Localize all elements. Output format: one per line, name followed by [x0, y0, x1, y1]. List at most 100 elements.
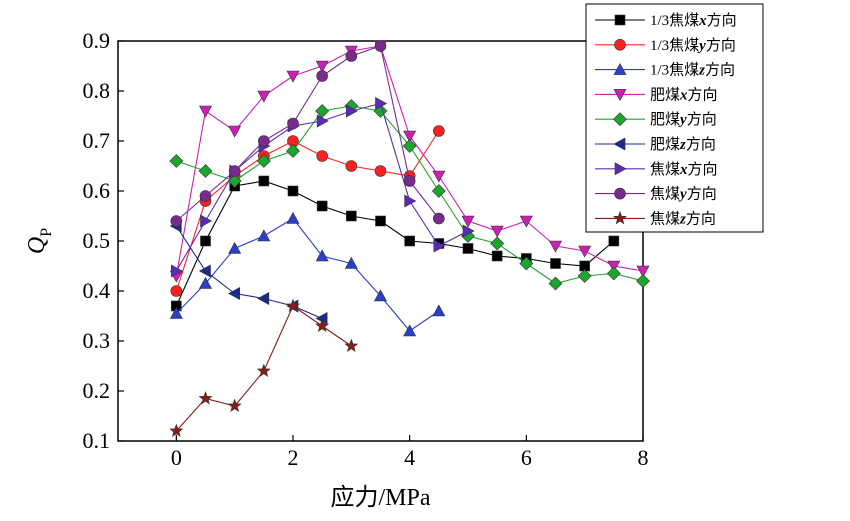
legend-label: 肥煤z方向	[650, 136, 716, 153]
data-point	[198, 105, 213, 118]
data-point	[374, 40, 387, 52]
series-line	[175, 180, 615, 307]
data-point	[258, 135, 270, 147]
data-point	[316, 70, 328, 82]
series-8	[170, 40, 445, 227]
data-point	[344, 256, 358, 269]
data-point	[404, 235, 415, 247]
data-point	[228, 165, 241, 177]
svg-text:QP: QP	[24, 228, 55, 254]
data-point	[316, 114, 329, 128]
legend-label: 焦煤x方向	[650, 161, 718, 178]
data-point	[606, 266, 621, 281]
data-point	[286, 144, 300, 158]
data-point	[548, 240, 563, 253]
y-tick-label: 0.2	[83, 378, 111, 403]
data-point	[228, 241, 242, 254]
legend-marker	[614, 14, 626, 26]
data-point	[198, 264, 211, 278]
data-point	[636, 274, 650, 288]
legend-label: 1/3焦煤z方向	[650, 62, 735, 79]
axes: 0 2 4 6 8 0.1 0.2 0.3 0.4 0.5 0.6 0.7 0.8 0.9	[83, 28, 649, 470]
legend-item: 1/3焦煤y方向	[595, 37, 736, 54]
data-point	[170, 285, 183, 297]
legend-marker	[614, 187, 626, 200]
data-point	[228, 286, 240, 301]
y-tick-label: 0.5	[83, 228, 111, 253]
data-point	[315, 60, 329, 73]
legend-item: 1/3焦煤x方向	[595, 12, 737, 29]
x-tick-label: 2	[288, 445, 299, 470]
data-point	[286, 211, 300, 224]
x-tick-label: 8	[638, 445, 649, 470]
data-point	[200, 235, 211, 247]
data-point	[170, 215, 183, 227]
data-point	[375, 215, 386, 227]
data-point	[228, 125, 242, 138]
data-point	[461, 215, 475, 228]
data-point	[316, 200, 328, 212]
series-9	[169, 298, 359, 437]
data-point	[227, 398, 242, 412]
data-point	[636, 265, 650, 278]
legend-item: 肥煤y方向	[595, 111, 717, 128]
data-point	[200, 214, 213, 228]
series-line	[175, 130, 440, 292]
series-line	[175, 217, 440, 332]
y-tick-label: 0.1	[83, 428, 111, 453]
data-point	[433, 212, 445, 225]
data-point	[256, 154, 271, 168]
data-point	[462, 224, 475, 238]
legend-marker	[613, 137, 626, 151]
y-tick-label: 0.3	[83, 328, 111, 353]
data-point	[607, 260, 621, 273]
data-point	[404, 194, 417, 208]
legend-label: 焦煤z方向	[650, 210, 716, 227]
data-point	[169, 154, 184, 168]
data-point	[171, 264, 183, 278]
legend-item: 焦煤y方向	[595, 186, 717, 203]
data-point	[431, 184, 446, 198]
data-point	[432, 304, 446, 317]
y-tick-label: 0.6	[83, 178, 111, 203]
data-point	[403, 130, 417, 143]
series-line	[175, 45, 440, 222]
data-point	[199, 190, 212, 202]
legend-item: 1/3焦煤z方向	[595, 62, 735, 79]
data-point	[198, 164, 213, 178]
y-tick-label: 0.7	[83, 128, 111, 153]
series-3	[169, 211, 446, 337]
data-point	[345, 50, 358, 62]
data-point	[258, 175, 270, 187]
legend-marker	[614, 38, 626, 51]
data-point	[287, 185, 299, 197]
data-point	[433, 239, 446, 253]
y-tick-label: 0.9	[83, 28, 111, 53]
data-point	[316, 150, 328, 162]
series-6	[169, 219, 328, 326]
data-point	[169, 423, 184, 437]
data-point	[257, 229, 271, 242]
data-point	[286, 298, 300, 312]
legend-marker	[613, 211, 627, 225]
legend-marker	[614, 162, 627, 176]
data-point	[345, 160, 358, 172]
y-tick-label: 0.8	[83, 78, 111, 103]
data-point	[346, 104, 358, 118]
y-axis-title: QP	[24, 228, 55, 254]
data-point	[548, 276, 563, 291]
data-point	[462, 243, 474, 254]
legend-label: 1/3焦煤x方向	[650, 12, 737, 29]
data-point	[490, 225, 504, 238]
legend-item: 肥煤x方向	[595, 86, 718, 103]
data-point	[257, 291, 270, 306]
data-point	[403, 175, 416, 187]
x-tick-label: 4	[404, 445, 415, 470]
data-point	[256, 363, 271, 377]
data-point	[402, 139, 417, 153]
data-point	[519, 215, 533, 228]
legend-marker	[613, 89, 627, 102]
data-point	[315, 318, 330, 332]
data-point	[198, 391, 213, 405]
